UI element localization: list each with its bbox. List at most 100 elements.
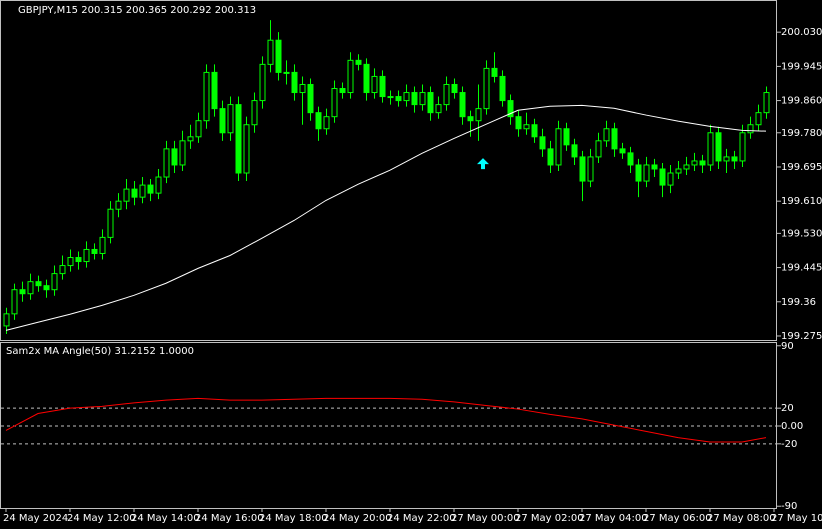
chart-title: GBPJPY,M15 200.315 200.365 200.292 200.3… <box>18 5 256 16</box>
candle-body <box>211 71 218 110</box>
candle-body <box>435 104 442 114</box>
y-tick-label: 199.860 <box>781 96 822 107</box>
candle-body <box>451 83 458 94</box>
candle-body <box>539 136 546 150</box>
candle-body <box>563 128 570 146</box>
signal-arrow <box>477 158 489 170</box>
candle-body <box>459 92 466 118</box>
y-tick-label: 0.00 <box>781 421 803 432</box>
candle-body <box>475 108 482 122</box>
candle-body <box>499 75 506 102</box>
candle-body <box>355 59 362 65</box>
candle-body <box>547 148 554 166</box>
candle-body <box>275 39 282 73</box>
indicator-panel-frame <box>0 342 777 509</box>
candle-body <box>299 83 306 94</box>
candle-body <box>179 140 186 166</box>
candle-body <box>739 132 746 162</box>
candle-body <box>755 112 762 126</box>
candle-body <box>195 120 202 138</box>
y-tick-label: -20 <box>781 439 797 450</box>
candle-body <box>635 164 642 182</box>
candle-body <box>483 67 490 110</box>
x-tick-label: 27 May 00:00 <box>451 513 520 524</box>
candle-body <box>171 148 178 166</box>
candle-body <box>339 88 346 94</box>
candle-body <box>283 71 290 74</box>
candle-body <box>611 128 618 150</box>
candle-body <box>587 156 594 182</box>
candle-body <box>59 265 66 275</box>
candle-body <box>67 257 74 267</box>
candle-body <box>123 188 130 202</box>
candle-body <box>659 168 666 186</box>
x-tick-label: 24 May 12:00 <box>67 513 136 524</box>
candle-body <box>699 160 706 166</box>
candle-body <box>731 156 738 162</box>
y-tick-label: 199.275 <box>781 331 822 342</box>
candle-body <box>443 83 450 106</box>
candle-body <box>155 176 162 194</box>
candle-body <box>243 124 250 174</box>
candle-body <box>675 168 682 174</box>
y-tick-label: 200.030 <box>781 27 822 38</box>
y-tick-label: 90 <box>781 341 794 352</box>
candle-body <box>115 200 122 210</box>
candle-body <box>579 156 586 182</box>
candle-body <box>723 156 730 162</box>
candle-body <box>595 140 602 158</box>
candle-body <box>491 67 498 77</box>
candle-body <box>219 108 226 134</box>
candle-body <box>427 92 434 114</box>
candle-body <box>667 172 674 186</box>
candle-body <box>11 289 18 315</box>
candle-body <box>523 124 530 130</box>
candle-body <box>683 164 690 170</box>
moving-average <box>5 104 767 331</box>
indicator-line <box>5 397 767 443</box>
y-tick-label: 199.530 <box>781 228 822 239</box>
candle-body <box>267 39 274 65</box>
y-tick-label: 199.36 <box>781 297 816 308</box>
candle-body <box>411 92 418 106</box>
candle-body <box>291 71 298 94</box>
candle-body <box>651 164 658 170</box>
candle-body <box>507 100 514 118</box>
candle-body <box>83 248 90 263</box>
candle-body <box>395 96 402 102</box>
candle-body <box>43 285 50 291</box>
y-tick-label: 199.445 <box>781 263 822 274</box>
candle-body <box>19 289 26 295</box>
candle-body <box>131 188 138 198</box>
candle-body <box>315 112 322 130</box>
candle-body <box>403 92 410 102</box>
candle-body <box>27 281 34 295</box>
candle-body <box>619 148 626 154</box>
candle-body <box>747 124 754 134</box>
candle-body <box>323 116 330 130</box>
x-tick-label: 24 May 22:00 <box>387 513 456 524</box>
candle-body <box>251 100 258 126</box>
x-tick-label: 24 May 16:00 <box>195 513 264 524</box>
y-tick-label: 20 <box>781 403 794 414</box>
candle-body <box>531 124 538 138</box>
y-tick-label: 199.610 <box>781 196 822 207</box>
candle-body <box>51 273 58 291</box>
candle-body <box>147 184 154 194</box>
y-tick-label: 199.695 <box>781 162 822 173</box>
candle-body <box>91 248 98 254</box>
candle-body <box>515 116 522 130</box>
candle-body <box>571 144 578 158</box>
candle-body <box>363 63 370 94</box>
candle-body <box>139 184 146 198</box>
y-tick-label: 199.945 <box>781 61 822 72</box>
x-tick-label: 27 May 02:00 <box>515 513 584 524</box>
candle-body <box>707 132 714 166</box>
candle-body <box>691 160 698 166</box>
x-tick-label: 27 May 10:00 <box>771 513 822 524</box>
candle-body <box>3 313 10 327</box>
x-tick-label: 27 May 04:00 <box>579 513 648 524</box>
x-tick-label: 24 May 2024 <box>3 513 68 524</box>
